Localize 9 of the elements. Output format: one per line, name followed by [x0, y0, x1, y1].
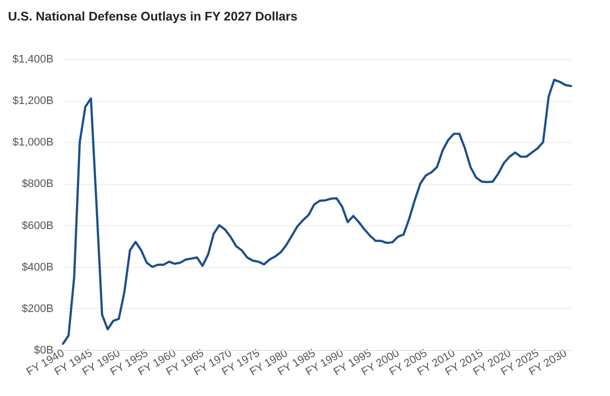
y-tick-label: $800B — [22, 178, 54, 190]
y-tick-label: $1,000B — [12, 136, 54, 149]
y-tick-label: $400B — [22, 261, 54, 274]
line-series — [62, 78, 572, 345]
y-tick-label: $600B — [22, 220, 54, 232]
chart-title: U.S. National Defense Outlays in FY 2027 Dollars — [8, 10, 298, 24]
y-tick-label: $200B — [22, 302, 54, 315]
y-tick-label: $1,200B — [12, 95, 54, 108]
y-tick-label: $1,400B — [12, 54, 54, 66]
